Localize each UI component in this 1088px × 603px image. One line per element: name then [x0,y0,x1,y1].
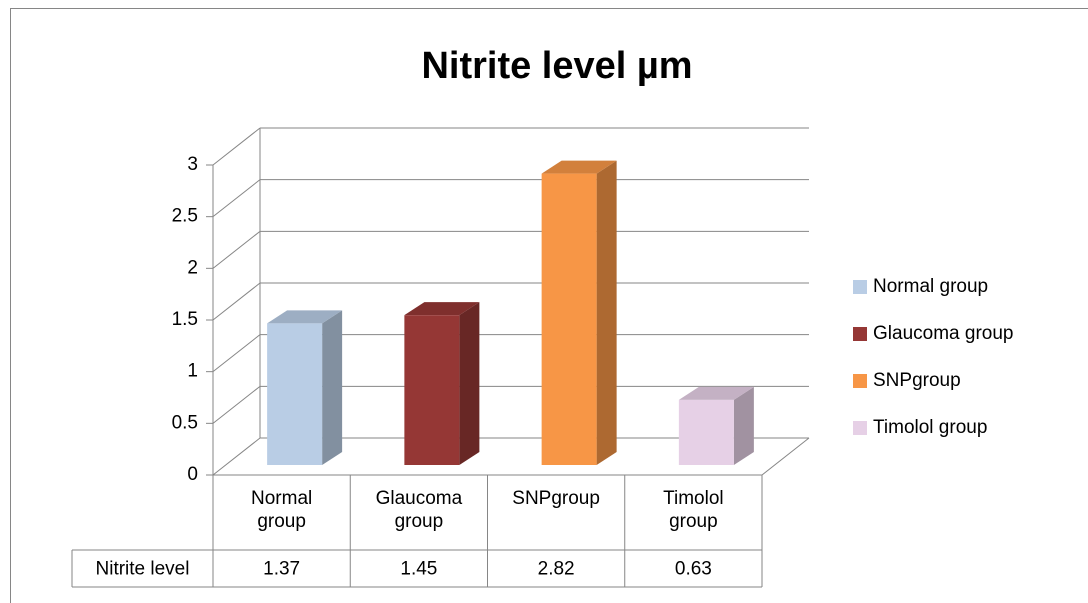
bar-front [404,315,460,465]
y-tick-label: 2.5 [172,206,198,227]
table-value: 1.37 [263,559,300,580]
bar-top [678,386,754,400]
bar [541,160,617,465]
legend-label: Timolol group [873,417,987,438]
y-tick-label: 2 [187,257,198,278]
category-label: Normal group [251,488,313,532]
bar-front [678,399,734,465]
bar-side [596,160,617,465]
bar-top [404,302,480,316]
bar-front [267,323,323,465]
y-tick-label: 1.5 [172,309,198,330]
bar-side [733,386,754,465]
category-label: Timolol group [663,488,724,532]
grid-line [212,334,261,373]
chart-title: Nitrite level µm [421,45,692,87]
bar [267,310,343,465]
bar-side [322,310,343,465]
table-value: 2.82 [538,559,575,580]
legend-swatch [853,374,867,388]
grid-line [212,127,261,166]
category-label: Glaucoma group [375,488,463,532]
legend-swatch [853,421,867,435]
y-tick-label: 0 [187,464,198,485]
grid-line [212,230,261,269]
grid-line [212,385,261,424]
table-category: Normal group [251,488,313,532]
legend-swatch [853,280,867,294]
category-label: SNPgroup [512,488,600,509]
grid-line [212,282,261,321]
table-value: 1.45 [400,559,437,580]
grid-line [212,437,261,476]
y-tick-label: 1 [187,361,198,382]
bar [678,386,754,465]
y-tick-label: 0.5 [172,412,198,433]
bar-side [459,302,480,465]
bar-front [541,173,597,465]
legend-label: Glaucoma group [873,323,1013,344]
bar-top [267,310,343,324]
table-value: 0.63 [675,559,712,580]
table-row-header: Nitrite level [96,559,190,580]
grid-line [212,179,261,218]
legend-swatch [853,327,867,341]
table-category: SNPgroup [512,488,600,509]
legend-label: Normal group [873,276,988,297]
table-category: Glaucoma group [375,488,463,532]
y-tick-label: 3 [187,154,198,175]
bar [404,302,480,465]
table-category: Timolol group [663,488,724,532]
bar-top [541,160,617,174]
legend-label: SNPgroup [873,370,961,391]
